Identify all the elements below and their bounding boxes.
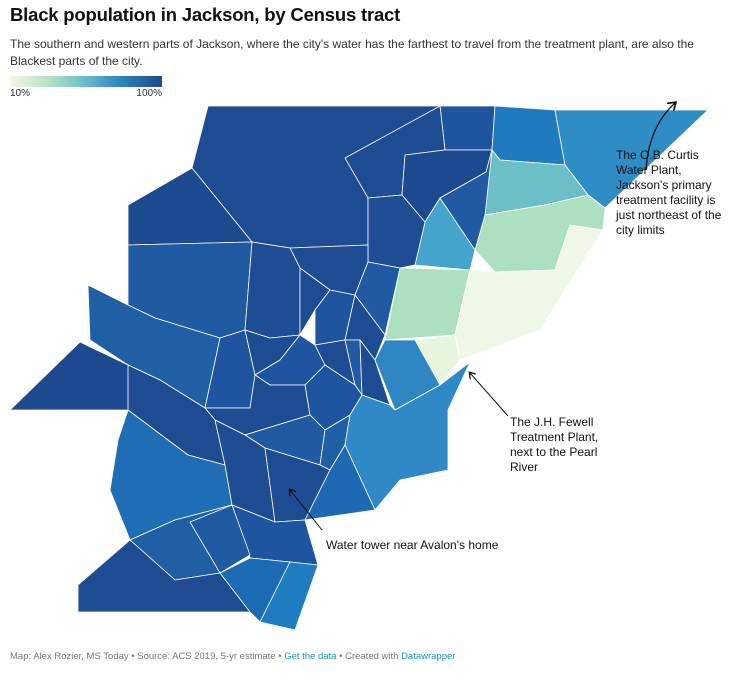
tract-water-tower[interactable] [304, 444, 376, 521]
tract-s-5[interactable] [189, 504, 251, 574]
tract-northeast-strip[interactable] [491, 105, 566, 166]
datawrapper-link[interactable]: Datawrapper [401, 651, 456, 662]
legend-min-label: 10% [10, 88, 31, 99]
get-the-data-link[interactable]: Get the data [284, 651, 337, 662]
color-legend: 10% 100% [10, 76, 162, 100]
legend-max-label: 100% [136, 88, 162, 99]
water-tower-arrow [290, 490, 323, 531]
tract-south-tip[interactable] [259, 561, 319, 631]
footer-separator: • Created with [336, 651, 402, 662]
tract-pearl-large[interactable] [344, 361, 471, 511]
fewell-arrow [470, 373, 509, 417]
obcurtis-arrow [645, 103, 675, 171]
annotation-water-tower: Water tower near Avalon's home [326, 538, 499, 552]
tract-north-east-a[interactable] [439, 105, 496, 151]
legend-gradient-bar [10, 76, 162, 87]
footer-credits: Map: Alex Rozier, MS Today • Source: ACS… [10, 651, 455, 662]
annotation-jh-fewell: The J.H. Fewell Treatment Plant, next to… [510, 415, 599, 474]
tract-small-blue-ne[interactable] [439, 149, 493, 251]
page-subtitle: The southern and western parts of Jackso… [10, 37, 694, 68]
footer-credit-text: Map: Alex Rozier, MS Today • Source: ACS… [10, 651, 285, 662]
annotation-ob-curtis: The O.B. Curtis Water Plant, Jackson's p… [616, 148, 722, 237]
tract-pale-large[interactable] [454, 224, 604, 361]
page-title: Black population in Jackson, by Census t… [10, 4, 401, 25]
tract-west-c[interactable] [244, 241, 301, 339]
